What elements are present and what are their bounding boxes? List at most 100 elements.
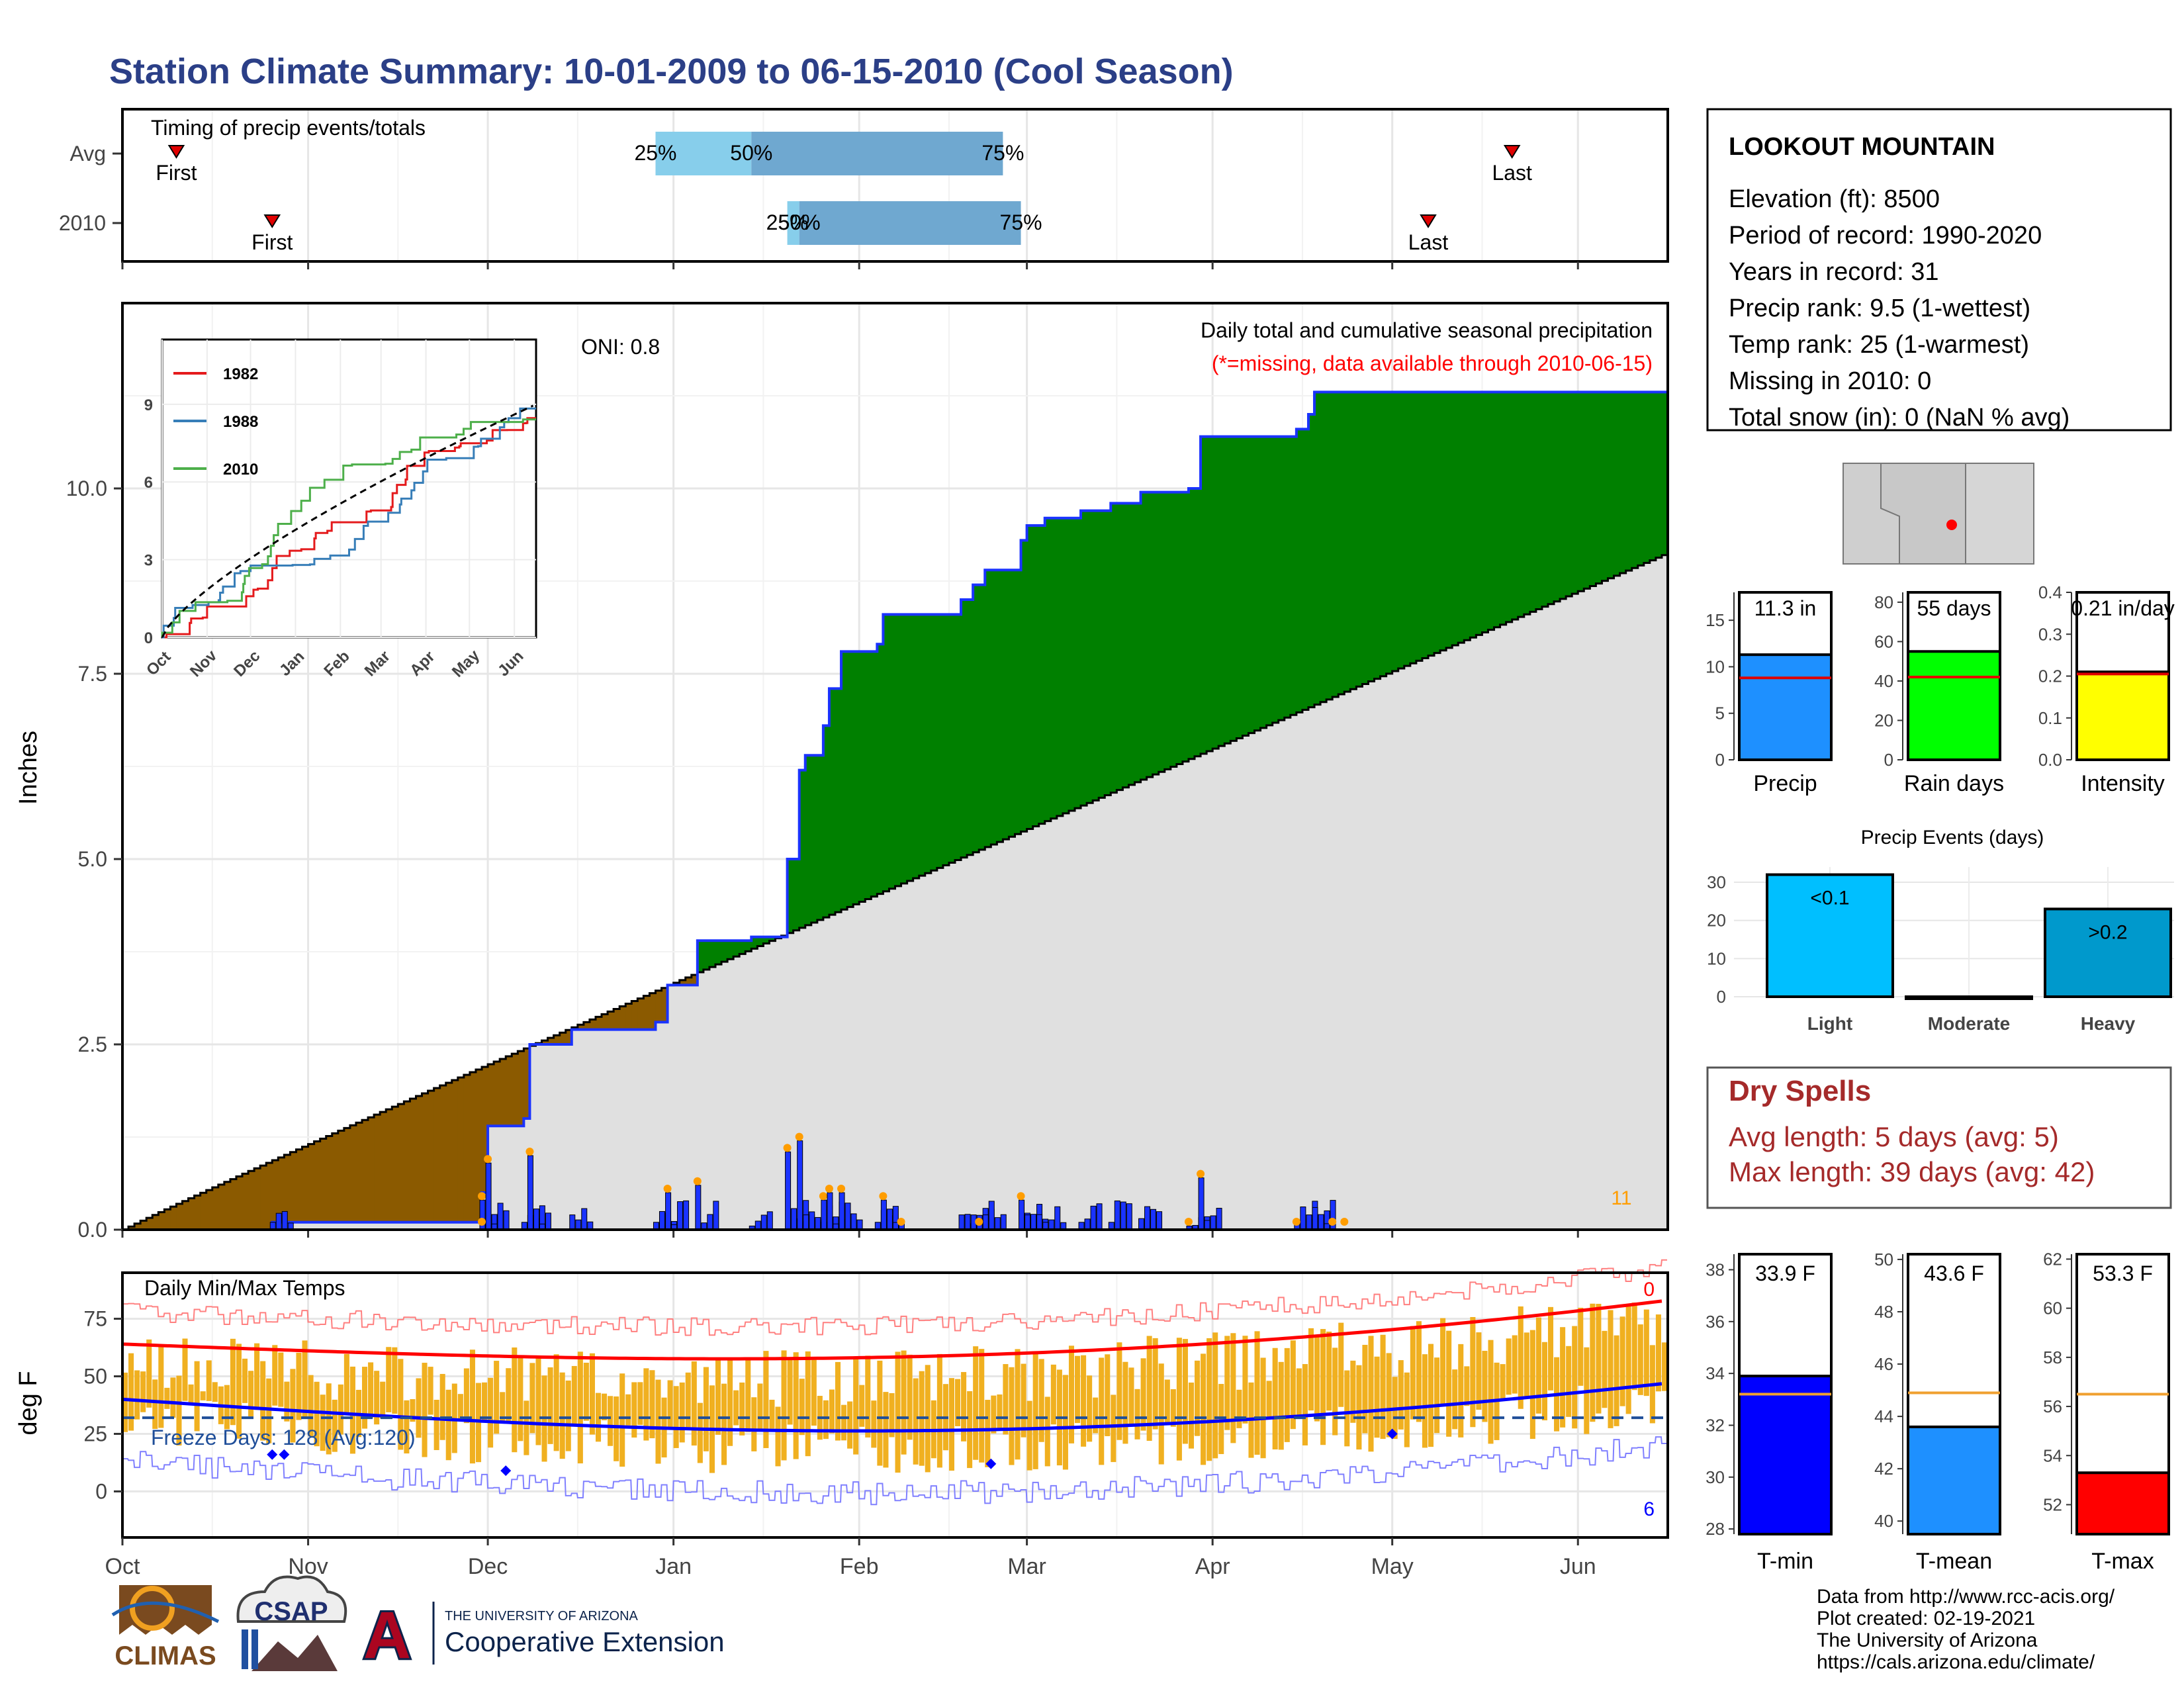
- diff-fill-slice: [1116, 503, 1123, 790]
- timing-pct-75: 75%: [1000, 210, 1042, 234]
- daily-temp-bar: [1236, 1390, 1242, 1428]
- diff-fill-slice: [1632, 392, 1639, 568]
- diff-fill-slice: [997, 570, 1003, 842]
- avg-fill-slice: [871, 897, 878, 1230]
- daily-precip-marker: [1185, 1218, 1193, 1226]
- diff-fill-slice: [655, 991, 662, 1023]
- summary-temp-t-max-ytick-label: 56: [2043, 1396, 2062, 1416]
- avg-fill-slice: [596, 1030, 602, 1230]
- daily-temp-bar: [134, 1371, 140, 1420]
- avg-fill-slice: [1338, 694, 1345, 1230]
- avg-fill-slice: [1458, 643, 1465, 1230]
- avg-fill-slice: [535, 1044, 542, 1230]
- avg-fill-slice: [643, 1030, 650, 1230]
- diff-fill-slice: [1482, 392, 1488, 632]
- daily-temp-bar: [392, 1348, 397, 1414]
- diff-fill-slice: [1584, 392, 1590, 588]
- avg-fill-slice: [1291, 715, 1297, 1230]
- daily-precip-bar: [666, 1193, 671, 1230]
- avg-fill-slice: [1626, 571, 1633, 1230]
- diff-fill-slice: [1189, 488, 1195, 759]
- daily-temp-bar: [1608, 1310, 1613, 1428]
- diff-fill-slice: [446, 1083, 453, 1222]
- daily-temp-bar: [440, 1374, 445, 1440]
- avg-fill-slice: [931, 870, 938, 1230]
- timing-last-label: Last: [1492, 161, 1532, 185]
- daily-precip-bar: [1199, 1178, 1204, 1230]
- station-info-line: Precip rank: 9.5 (1-wettest): [1729, 295, 2030, 322]
- daily-temp-bar: [1566, 1346, 1571, 1417]
- daily-temp-bar: [1015, 1349, 1021, 1459]
- diff-fill-slice: [1003, 570, 1009, 839]
- avg-fill-slice: [560, 1044, 567, 1230]
- diff-fill-slice: [1458, 392, 1465, 643]
- avg-fill-slice: [1314, 705, 1321, 1230]
- summary-rain-days-ytick-label: 20: [1874, 710, 1893, 730]
- daily-precip-marker: [1328, 1218, 1336, 1226]
- diff-fill-slice: [1302, 429, 1309, 709]
- diff-fill-slice: [1308, 414, 1315, 708]
- temp-ytick-label: 50: [83, 1365, 107, 1389]
- diff-fill-slice: [841, 651, 848, 909]
- month-label-apr: Apr: [1195, 1554, 1230, 1579]
- summary-precip-ytick-label: 10: [1706, 657, 1725, 676]
- diff-fill-slice: [404, 1101, 410, 1222]
- avg-fill-slice: [1135, 782, 1142, 1230]
- avg-fill-slice: [1332, 697, 1339, 1230]
- avg-fill-slice: [877, 894, 884, 1230]
- daily-temp-bar: [1446, 1331, 1451, 1437]
- daily-temp-bar: [428, 1367, 433, 1414]
- location-map: [1843, 463, 2034, 564]
- precip-ytick-label: 5.0: [78, 847, 107, 871]
- footer-line: The University of Arizona: [1817, 1629, 2038, 1651]
- diff-fill-slice: [1428, 392, 1435, 655]
- avg-fill-slice: [1596, 584, 1602, 1230]
- avg-fill-slice: [805, 925, 812, 1230]
- avg-fill-slice: [757, 946, 764, 1230]
- avg-fill-slice: [775, 938, 782, 1230]
- daily-temp-bar: [1332, 1348, 1338, 1435]
- diff-fill-slice: [811, 755, 818, 923]
- daily-temp-bar: [1141, 1358, 1146, 1430]
- daily-temp-bar: [1201, 1353, 1206, 1465]
- avg-fill-slice: [1566, 596, 1572, 1230]
- diff-fill-slice: [248, 1171, 255, 1230]
- daily-temp-bar: [434, 1400, 439, 1450]
- diff-fill-slice: [1033, 526, 1040, 827]
- diff-fill-slice: [296, 1150, 302, 1222]
- diff-fill-slice: [631, 1001, 638, 1030]
- daily-temp-bar: [512, 1348, 517, 1452]
- avg-fill-slice: [1236, 738, 1243, 1230]
- daily-precip-bar: [276, 1213, 281, 1230]
- diff-fill-slice: [794, 859, 800, 931]
- daily-temp-bar: [1320, 1329, 1326, 1445]
- summary-temp-t-min-ytick-label: 28: [1706, 1519, 1725, 1539]
- daily-precip-bar: [839, 1193, 844, 1230]
- daily-precip-bar: [792, 1209, 797, 1230]
- daily-precip-bar: [1049, 1220, 1054, 1230]
- summary-precip-bar: [1739, 655, 1831, 760]
- daily-temp-bar: [1159, 1363, 1164, 1464]
- daily-temp-bar: [1045, 1396, 1050, 1466]
- diff-fill-slice: [1656, 392, 1662, 557]
- daily-temp-bar: [1542, 1342, 1547, 1420]
- summary-temp-value: 43.6 F: [1924, 1261, 1984, 1285]
- diff-fill-slice: [973, 585, 979, 852]
- daily-precip-bar: [1312, 1207, 1318, 1230]
- temp-title: Daily Min/Max Temps: [144, 1276, 345, 1300]
- diff-fill-slice: [260, 1165, 267, 1230]
- summary-rain-days-ytick-label: 60: [1874, 631, 1893, 651]
- daily-temp-bar: [201, 1391, 206, 1400]
- daily-temp-bar: [991, 1396, 996, 1434]
- daily-temp-bar: [997, 1394, 1002, 1429]
- avg-fill-slice: [1524, 614, 1531, 1230]
- daily-temp-bar: [973, 1346, 978, 1460]
- daily-temp-bar: [1081, 1355, 1086, 1447]
- diff-fill-slice: [362, 1120, 369, 1222]
- daily-temp-bar: [1548, 1307, 1553, 1391]
- avg-fill-slice: [1452, 645, 1459, 1230]
- avg-fill-slice: [1620, 573, 1627, 1230]
- daily-temp-bar: [733, 1391, 739, 1426]
- daily-temp-bar: [206, 1360, 212, 1400]
